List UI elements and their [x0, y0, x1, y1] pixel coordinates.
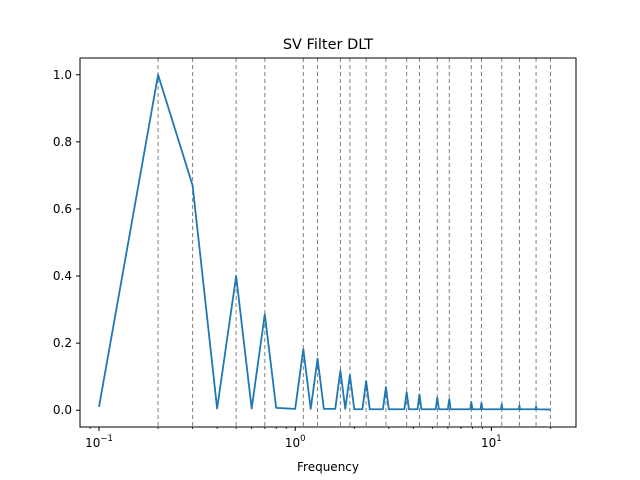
y-tick-label-2: 0.4 — [53, 269, 72, 283]
x-tick-label-0: 10−1 — [85, 434, 113, 450]
series-line-0 — [98, 73, 551, 411]
y-tick-label-5: 1.0 — [53, 68, 72, 82]
y-tick-label-3: 0.6 — [53, 202, 72, 216]
y-tick-label-0: 0.0 — [53, 403, 72, 417]
plot-frame — [79, 57, 577, 428]
x-tick-label-2: 101 — [481, 434, 502, 450]
x-tick-label-1: 100 — [285, 434, 306, 450]
y-tick-label-4: 0.8 — [53, 135, 72, 149]
chart-title: SV Filter DLT — [283, 37, 373, 53]
y-tick-label-1: 0.2 — [53, 336, 72, 350]
x-axis-label: Frequency — [297, 460, 359, 474]
plot-area — [98, 58, 551, 427]
